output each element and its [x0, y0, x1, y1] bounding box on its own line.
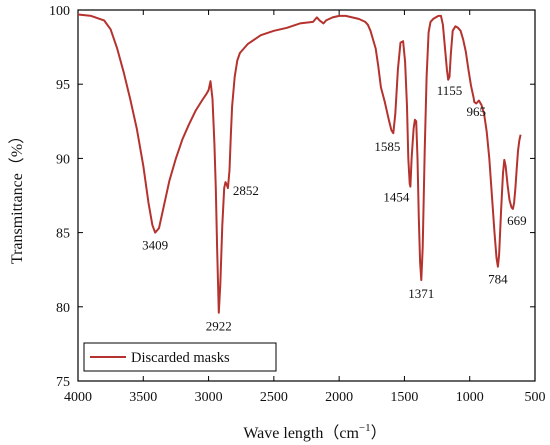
peak-label: 1371 — [408, 286, 434, 301]
legend: Discarded masks — [83, 342, 277, 372]
peak-label: 2922 — [206, 319, 232, 334]
peak-labels: 3409 2922 2852 1585 1454 1371 1155 965 784 669 — [142, 83, 527, 334]
peak-label: 784 — [488, 272, 508, 287]
y-tick-label: 100 — [49, 4, 70, 19]
y-tick-label: 75 — [56, 375, 70, 390]
x-axis-title: Wave length（cm−1） — [243, 422, 386, 442]
peak-label: 1585 — [374, 139, 400, 154]
peak-label: 2852 — [233, 183, 259, 198]
peak-label: 3409 — [142, 238, 168, 253]
x-tick-label: 2500 — [260, 390, 288, 405]
series-line-discarded-masks — [77, 13, 522, 314]
x-tick-label: 1000 — [456, 390, 484, 405]
peak-label: 669 — [507, 213, 527, 228]
x-axis-title-main: Wave length（cm — [243, 424, 359, 442]
y-tick-label: 90 — [56, 152, 70, 167]
legend-label: Discarded masks — [131, 350, 230, 366]
x-axis-title-close: ） — [371, 424, 387, 442]
peak-label: 1454 — [383, 190, 410, 205]
plot-frame — [77, 9, 536, 382]
x-tick-label: 4000 — [64, 390, 92, 405]
peak-label: 1155 — [437, 83, 463, 98]
axis-tick-labels: 4000 3500 3000 2500 2000 1500 1000 500 75 80 85 90 9… — [49, 4, 546, 405]
y-axis-title: Transmittance（%） — [8, 128, 26, 264]
y-tick-label: 85 — [56, 227, 70, 242]
x-tick-label: 3500 — [129, 390, 157, 405]
y-tick-label: 80 — [56, 301, 70, 316]
x-tick-label: 3000 — [195, 390, 223, 405]
x-tick-label: 2000 — [325, 390, 353, 405]
x-tick-label: 500 — [525, 390, 546, 405]
axis-ticks — [77, 9, 536, 382]
peak-label: 965 — [467, 104, 487, 119]
x-tick-label: 1500 — [390, 390, 418, 405]
x-axis-title-sup: −1 — [359, 422, 371, 434]
y-tick-label: 95 — [56, 78, 70, 93]
